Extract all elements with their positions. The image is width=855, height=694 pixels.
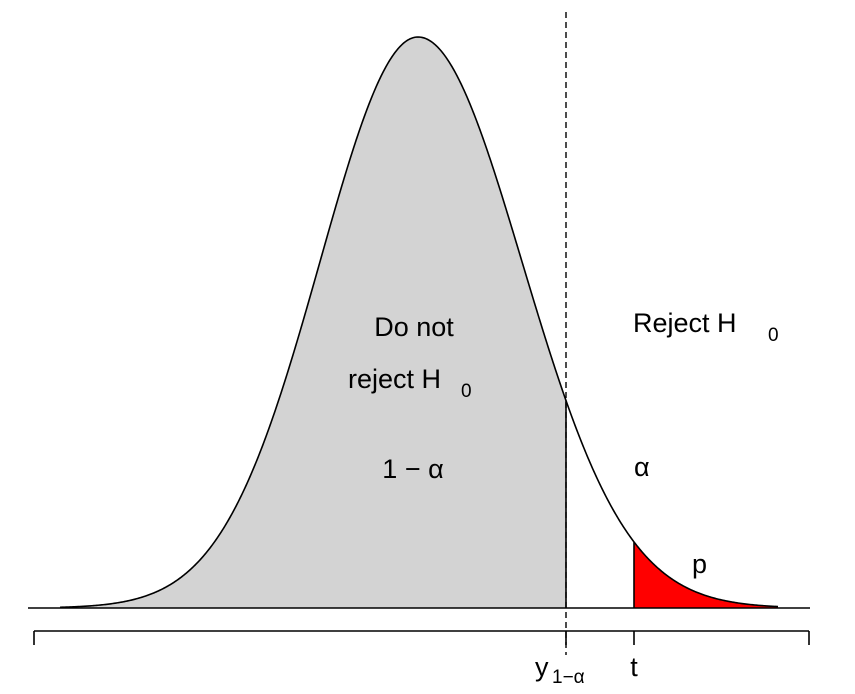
acceptance-label-line1: Do not (374, 312, 454, 342)
acceptance-label-subscript: 0 (461, 381, 472, 402)
critical-value-label: y (535, 652, 549, 682)
p-value-label: p (692, 549, 707, 579)
acceptance-label-line2: reject H (348, 364, 441, 394)
alpha-label: α (634, 452, 650, 482)
rejection-label-subscript: 0 (768, 325, 779, 346)
critical-value-subscript: 1−α (552, 667, 585, 688)
acceptance-region (60, 37, 566, 608)
p-value-region (634, 541, 778, 608)
rejection-label: Reject H (633, 308, 737, 338)
test-statistic-label: t (630, 652, 638, 682)
one-minus-alpha-label: 1 − α (382, 454, 443, 484)
density-curve (59, 36, 779, 609)
